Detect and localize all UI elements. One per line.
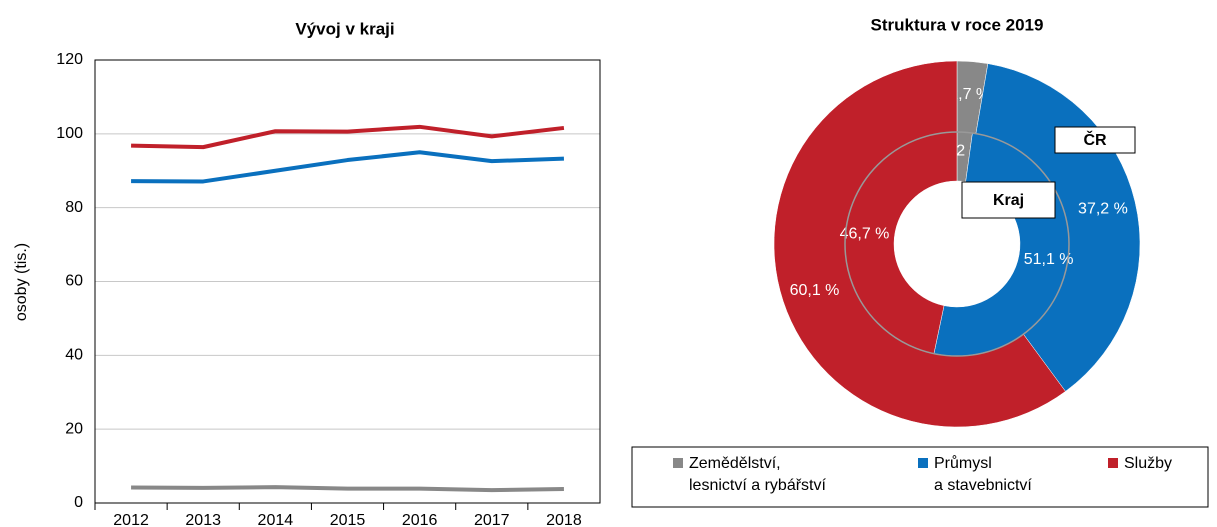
value-label: 46,7 % — [840, 226, 890, 243]
ring-label: ČR — [1083, 130, 1107, 149]
x-tick-label: 2012 — [113, 512, 149, 527]
x-tick-label: 2015 — [330, 512, 366, 527]
ring-border — [844, 131, 1070, 357]
line-series — [131, 150, 565, 184]
legend-label: Zemědělství, — [689, 455, 781, 472]
x-tick-label: 2013 — [185, 512, 221, 527]
plot-frame — [94, 59, 601, 504]
legend-label: lesnictví a rybářství — [689, 477, 826, 494]
value-label: 2,7 % — [949, 86, 990, 103]
y-tick-label: 0 — [74, 494, 83, 511]
legend-label: Průmysl — [934, 454, 992, 472]
y-tick-label: 40 — [65, 347, 83, 364]
legend-swatch — [918, 458, 928, 468]
x-tick-label: 2018 — [546, 512, 582, 527]
ring-label-box — [961, 181, 1056, 219]
y-tick-label: 60 — [65, 273, 83, 290]
x-tick-label: 2016 — [402, 512, 438, 527]
x-tick-label: 2017 — [474, 512, 510, 527]
legend-swatch — [673, 458, 683, 468]
legend-label: a stavebnictví — [934, 477, 1032, 494]
y-tick-label: 20 — [65, 420, 83, 437]
y-tick-label: 80 — [65, 199, 83, 216]
line-series — [131, 124, 565, 150]
x-tick-label: 2014 — [258, 512, 294, 527]
y-tick-label: 100 — [56, 125, 83, 142]
donut-title: Struktura v roce 2019 — [871, 15, 1044, 34]
ring-label: Kraj — [993, 192, 1024, 209]
line-title: Vývoj v kraji — [295, 19, 394, 38]
legend-swatch — [1108, 458, 1118, 468]
line-series — [131, 485, 564, 493]
value-label: 60,1 % — [790, 282, 840, 299]
value-label: 51,1 % — [1024, 251, 1074, 268]
value-label: 37,2 % — [1078, 201, 1128, 218]
legend-label: Služby — [1124, 455, 1172, 472]
y-tick-label: 120 — [56, 51, 83, 68]
y-axis-label: osoby (tis.) — [13, 243, 30, 321]
ring-label-box — [1054, 126, 1136, 154]
legend-box — [631, 446, 1209, 508]
